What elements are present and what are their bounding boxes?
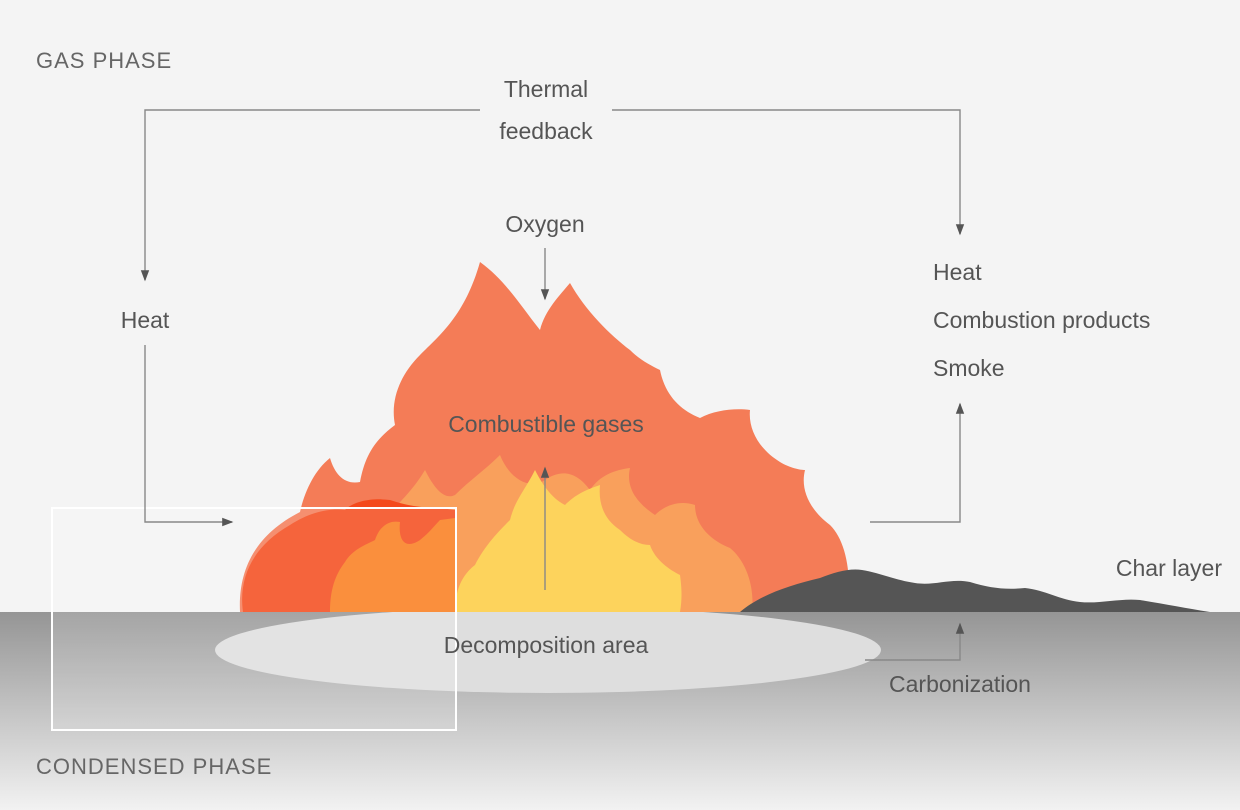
thermal-feedback-line: feedback <box>499 118 593 144</box>
diagram: GAS PHASE CONDENSED PHASE Thermal feedba… <box>0 0 1240 810</box>
gas-phase-label: GAS PHASE <box>36 48 172 73</box>
oxygen-label: Oxygen <box>505 211 584 237</box>
output-label: Heat <box>933 259 982 285</box>
highlight-box <box>52 508 456 730</box>
heat-label: Heat <box>121 307 170 333</box>
condensed-phase-label: CONDENSED PHASE <box>36 754 272 779</box>
thermal-feedback-line: Thermal <box>504 76 588 102</box>
combustible-gases-label: Combustible gases <box>448 411 644 437</box>
output-label: Combustion products <box>933 307 1150 333</box>
char-layer-label: Char layer <box>1116 555 1222 581</box>
carbonization-label: Carbonization <box>889 671 1031 697</box>
output-label: Smoke <box>933 355 1005 381</box>
decomposition-area-label: Decomposition area <box>444 632 649 658</box>
